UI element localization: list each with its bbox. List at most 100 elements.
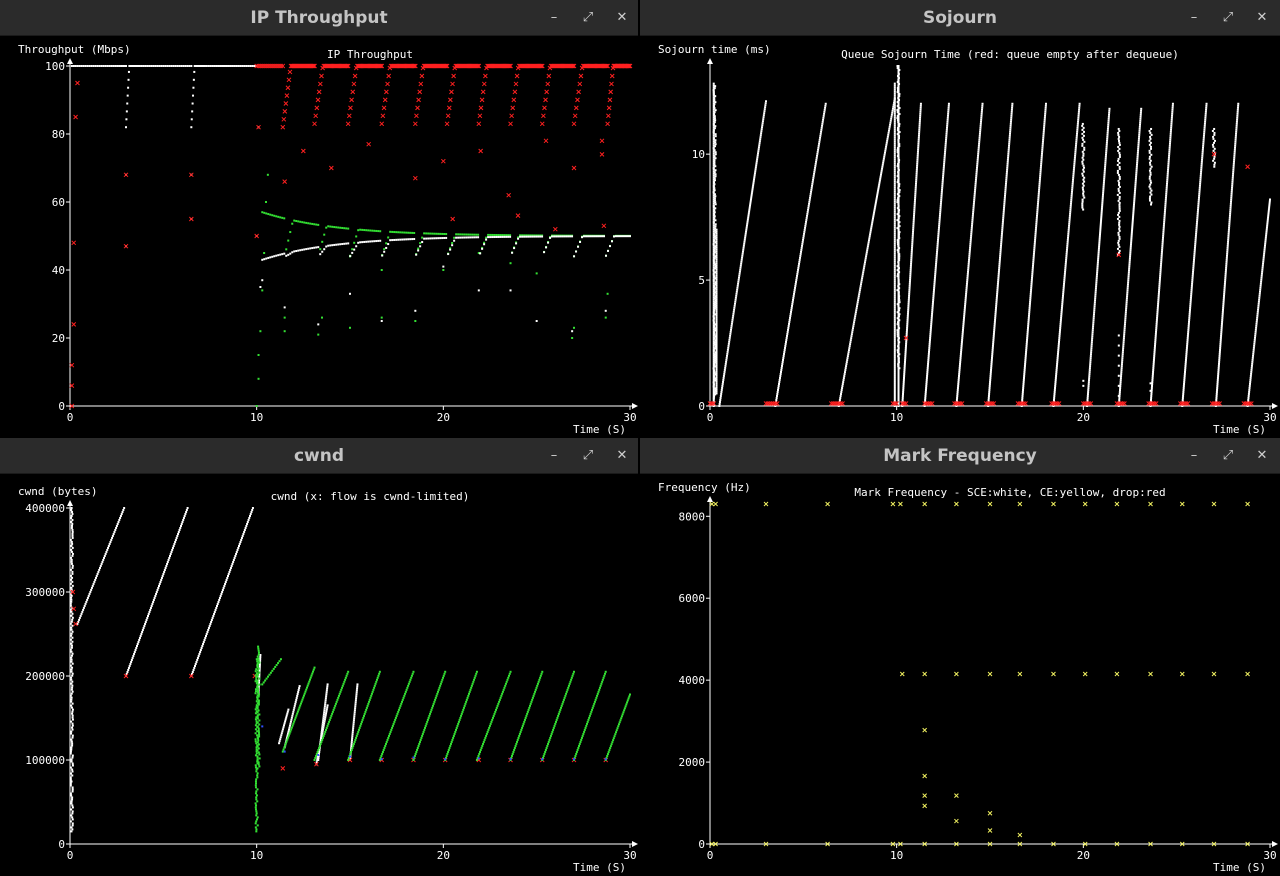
data-point	[1072, 183, 1074, 185]
data-point	[296, 695, 298, 697]
data-point	[875, 203, 877, 205]
data-point	[184, 515, 186, 517]
data-point	[1027, 325, 1029, 327]
data-point	[1100, 222, 1102, 224]
data-point	[1254, 339, 1256, 341]
data-point	[283, 253, 285, 255]
data-point	[1007, 161, 1009, 163]
data-point	[1149, 200, 1151, 202]
data-point	[1066, 243, 1068, 245]
close-icon[interactable]: ✕	[613, 447, 631, 465]
data-point	[387, 243, 389, 245]
data-point	[1056, 363, 1058, 365]
data-point	[291, 223, 293, 225]
data-point	[1040, 161, 1042, 163]
close-icon[interactable]: ✕	[613, 9, 631, 27]
data-point	[414, 310, 416, 312]
data-point	[1233, 165, 1235, 167]
data-point	[1185, 363, 1187, 365]
data-point	[866, 251, 868, 253]
data-point	[399, 239, 401, 241]
window-titlebar[interactable]: cwnd – ⤢ ✕	[0, 438, 638, 474]
data-point	[1266, 229, 1268, 231]
data-point	[283, 724, 285, 726]
data-point	[1083, 135, 1085, 137]
data-point	[793, 295, 795, 297]
data-point	[894, 209, 896, 211]
data-point	[863, 267, 865, 269]
data-point	[1228, 229, 1230, 231]
data-point	[1253, 345, 1255, 347]
data-point	[894, 93, 896, 95]
data-point	[894, 235, 896, 237]
data-point	[1182, 399, 1184, 401]
data-point	[361, 241, 363, 243]
data-point	[70, 794, 72, 796]
data-point	[964, 307, 966, 309]
data-point	[243, 531, 245, 533]
data-point	[1182, 395, 1184, 397]
data-point	[1204, 127, 1206, 129]
close-icon[interactable]: ✕	[1253, 9, 1271, 27]
data-point	[71, 541, 73, 543]
data-point	[894, 177, 896, 179]
data-point	[980, 119, 982, 121]
data-point	[1099, 231, 1101, 233]
data-point	[1039, 173, 1041, 175]
data-point	[894, 221, 896, 223]
maximize-icon[interactable]: ⤢	[579, 9, 597, 27]
window-titlebar[interactable]: IP Throughput – ⤢ ✕	[0, 0, 638, 36]
data-point	[896, 219, 898, 221]
data-point	[230, 65, 232, 67]
data-point	[914, 197, 916, 199]
data-point	[1108, 114, 1110, 116]
data-point	[284, 317, 286, 319]
data-point	[1087, 389, 1089, 391]
data-point	[905, 351, 907, 353]
data-point	[1166, 185, 1168, 187]
minimize-icon[interactable]: –	[545, 447, 563, 465]
data-point	[967, 271, 969, 273]
data-point	[240, 65, 242, 67]
data-point	[758, 144, 760, 146]
minimize-icon[interactable]: –	[545, 9, 563, 27]
data-point	[256, 405, 258, 407]
data-point	[1064, 269, 1066, 271]
data-point	[916, 159, 918, 161]
data-point	[898, 389, 900, 391]
data-point	[294, 705, 296, 707]
data-point	[1138, 134, 1140, 136]
data-point	[1064, 277, 1066, 279]
data-point	[713, 89, 715, 91]
data-point	[971, 229, 973, 231]
data-point	[1099, 239, 1101, 241]
data-point	[240, 539, 242, 541]
data-point	[1034, 245, 1036, 247]
data-point	[1087, 391, 1089, 393]
data-point	[851, 335, 853, 337]
data-point	[973, 199, 975, 201]
minimize-icon[interactable]: –	[1185, 9, 1203, 27]
data-point	[1067, 237, 1069, 239]
data-point	[713, 185, 715, 187]
data-point	[991, 357, 993, 359]
data-point	[894, 171, 896, 173]
data-point	[756, 156, 758, 158]
data-point	[193, 79, 195, 81]
data-point	[1169, 137, 1171, 139]
data-point	[1078, 107, 1080, 109]
x-axis-label: Time (S)	[1213, 423, 1266, 436]
data-point	[939, 219, 941, 221]
data-point	[1121, 357, 1123, 359]
data-point	[994, 317, 996, 319]
data-point	[1061, 311, 1063, 313]
data-point	[903, 379, 905, 381]
window-titlebar[interactable]: Sojourn – ⤢ ✕	[640, 0, 1280, 36]
data-point	[997, 285, 999, 287]
data-point	[1032, 263, 1034, 265]
maximize-icon[interactable]: ⤢	[1219, 9, 1237, 27]
data-point	[894, 265, 896, 267]
data-point	[907, 305, 909, 307]
data-point	[879, 182, 881, 184]
maximize-icon[interactable]: ⤢	[579, 447, 597, 465]
